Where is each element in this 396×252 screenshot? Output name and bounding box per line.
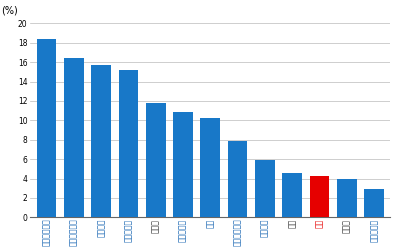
Bar bbox=[64, 58, 84, 217]
Text: (%): (%) bbox=[1, 6, 18, 16]
Bar bbox=[37, 39, 56, 217]
Bar bbox=[118, 70, 138, 217]
Bar bbox=[173, 112, 193, 217]
Bar bbox=[364, 189, 384, 217]
Bar bbox=[310, 176, 329, 217]
Bar bbox=[200, 118, 220, 217]
Bar bbox=[146, 103, 166, 217]
Bar bbox=[91, 65, 111, 217]
Bar bbox=[255, 160, 275, 217]
Bar bbox=[337, 178, 356, 217]
Bar bbox=[228, 141, 248, 217]
Bar bbox=[282, 173, 302, 217]
